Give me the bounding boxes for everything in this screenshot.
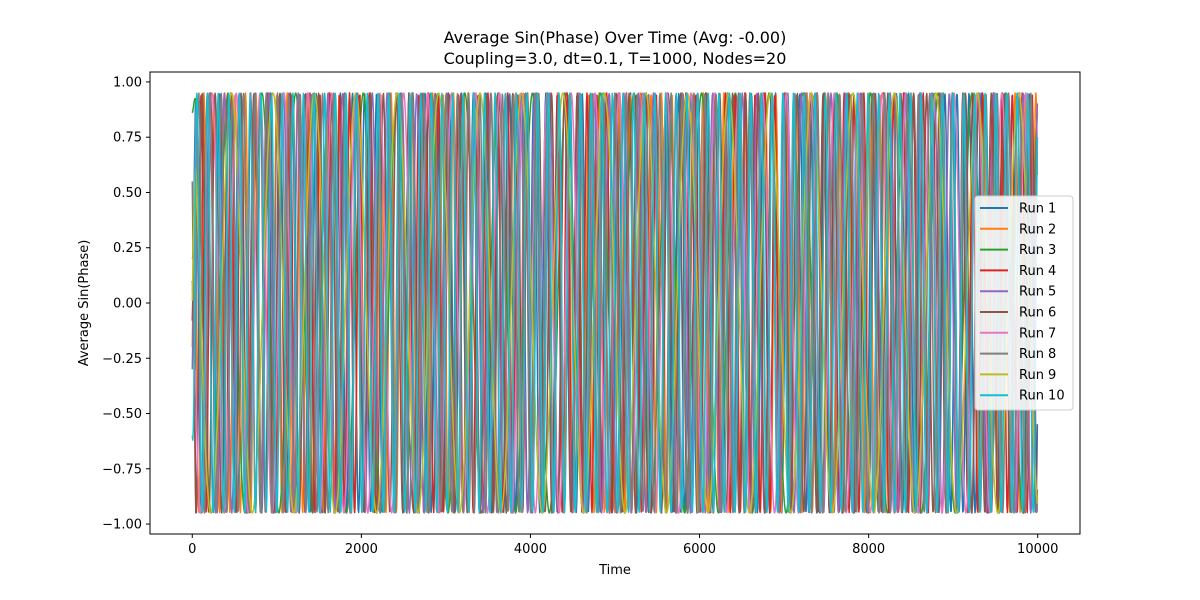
y-tick-label: −0.50: [102, 407, 142, 422]
x-tick-label: 2000: [345, 542, 378, 557]
y-tick-label: 0.75: [113, 131, 142, 146]
y-tick-label: 0.50: [113, 186, 142, 201]
legend-label-run-1: Run 1: [1019, 202, 1056, 217]
legend-label-run-4: Run 4: [1019, 264, 1056, 279]
x-tick-label: 6000: [683, 542, 716, 557]
series-line-run-10: [191, 92, 1039, 513]
y-tick-label: −0.75: [102, 462, 142, 477]
x-tick-label: 0: [188, 542, 196, 557]
y-tick-label: −1.00: [102, 518, 142, 533]
y-tick-label: 0.25: [113, 241, 142, 256]
legend-label-run-10: Run 10: [1019, 389, 1065, 404]
legend-label-run-9: Run 9: [1019, 368, 1056, 383]
y-tick-label: 1.00: [113, 75, 142, 90]
x-tick-label: 4000: [514, 542, 547, 557]
chart-title: Average Sin(Phase) Over Time (Avg: -0.00…: [444, 28, 787, 47]
y-axis-label: Average Sin(Phase): [77, 240, 92, 367]
x-tick-label: 8000: [852, 542, 885, 557]
legend-label-run-6: Run 6: [1019, 306, 1056, 321]
y-tick-label: 0.00: [113, 297, 142, 312]
legend-label-run-8: Run 8: [1019, 347, 1056, 362]
series-layer: [191, 92, 1039, 514]
x-tick-label: 10000: [1017, 542, 1058, 557]
legend-label-run-2: Run 2: [1019, 222, 1056, 237]
legend-label-run-3: Run 3: [1019, 243, 1056, 258]
x-axis-label: Time: [598, 563, 631, 578]
legend-label-run-7: Run 7: [1019, 326, 1056, 341]
x-axis: 0 2000 4000 6000 8000 10000: [188, 534, 1058, 557]
chart-subtitle: Coupling=3.0, dt=0.1, T=1000, Nodes=20: [444, 49, 787, 68]
legend: Run 1 Run 2 Run 3 Run 4 Run 5 Run 6 Run 7 Run 8…: [974, 195, 1074, 411]
legend-label-run-5: Run 5: [1019, 285, 1056, 300]
y-axis: −1.00 −0.75 −0.50 −0.25 0.00 0.25 0.50 0.75 1.00: [102, 75, 150, 533]
y-tick-label: −0.25: [102, 352, 142, 367]
